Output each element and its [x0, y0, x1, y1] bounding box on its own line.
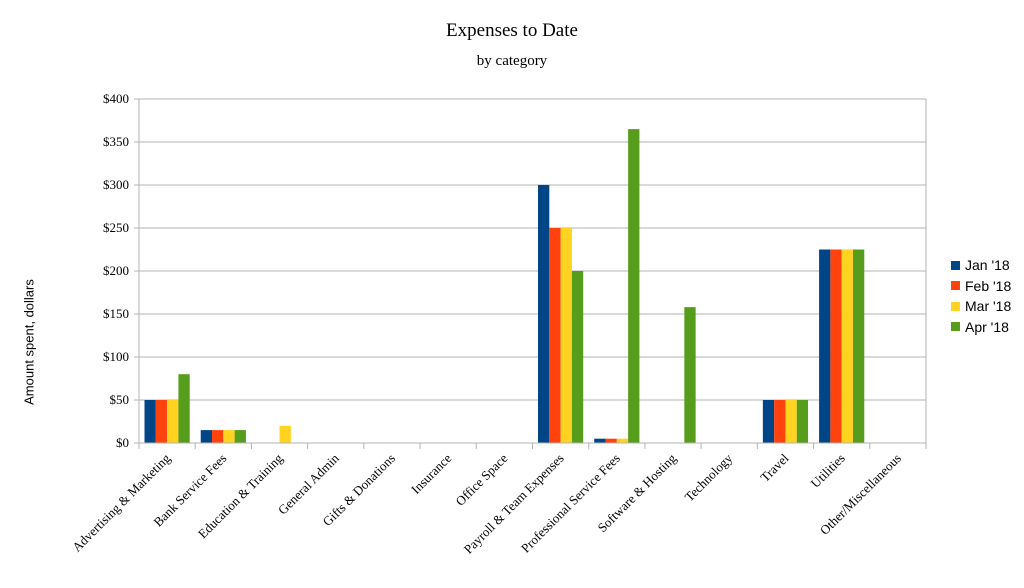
x-tick-label: Insurance	[408, 450, 454, 496]
bar	[200, 430, 213, 443]
bar	[796, 400, 809, 443]
bar	[819, 249, 831, 443]
y-tick-label: $300	[103, 177, 129, 192]
legend-item: Apr '18	[951, 317, 1011, 338]
x-tick-label: Office Space	[452, 450, 510, 508]
bar	[223, 430, 235, 443]
legend-swatch	[951, 301, 960, 311]
bar	[628, 129, 640, 443]
bar	[167, 400, 179, 443]
x-tick-label: Technology	[681, 450, 735, 504]
bar	[155, 400, 168, 443]
y-tick-label: $400	[103, 91, 129, 106]
bar	[178, 374, 190, 443]
y-tick-label: $250	[103, 220, 129, 235]
chart-subtitle: by category	[476, 53, 548, 69]
x-tick-label: Utilities	[808, 451, 848, 491]
chart-title: Expenses to Date	[446, 20, 578, 41]
bar	[616, 438, 629, 443]
y-tick-label: $100	[103, 349, 129, 364]
legend-item: Jan '18	[951, 255, 1011, 276]
legend-item: Feb '18	[951, 276, 1011, 297]
legend: Jan '18 Feb '18 Mar '18 Apr '18	[951, 255, 1011, 337]
y-tick-label: $150	[103, 306, 129, 321]
bar	[785, 400, 797, 443]
bar	[571, 271, 584, 443]
bar	[774, 400, 786, 443]
bar	[841, 249, 853, 443]
bar	[144, 400, 156, 443]
bar	[830, 249, 842, 443]
bar	[549, 228, 561, 443]
bar	[538, 185, 550, 443]
x-tick-label: Payroll & Team Expenses	[461, 451, 567, 557]
x-tick-label: Advertising & Marketing	[69, 450, 173, 554]
bar	[762, 400, 775, 443]
bar	[852, 249, 865, 443]
legend-label: Apr '18	[965, 318, 1009, 335]
legend-label: Feb '18	[965, 277, 1012, 294]
bar	[684, 307, 696, 443]
x-tick-label: Travel	[757, 450, 792, 485]
legend-label: Jan '18	[965, 257, 1010, 274]
legend-swatch	[951, 281, 960, 291]
legend-swatch	[951, 322, 960, 332]
legend-item: Mar '18	[951, 296, 1011, 317]
bar	[605, 438, 617, 443]
bar	[234, 430, 246, 443]
bar	[212, 430, 224, 443]
bar	[279, 425, 291, 443]
bar	[560, 228, 572, 443]
bar	[594, 438, 606, 443]
legend-swatch	[951, 260, 960, 270]
y-tick-label: $0	[116, 435, 129, 450]
y-tick-label: $50	[110, 392, 130, 407]
y-tick-label: $350	[103, 134, 129, 149]
y-tick-label: $200	[103, 263, 129, 278]
legend-label: Mar '18	[965, 298, 1012, 315]
x-tick-label: Professional Service Fees	[518, 451, 623, 556]
